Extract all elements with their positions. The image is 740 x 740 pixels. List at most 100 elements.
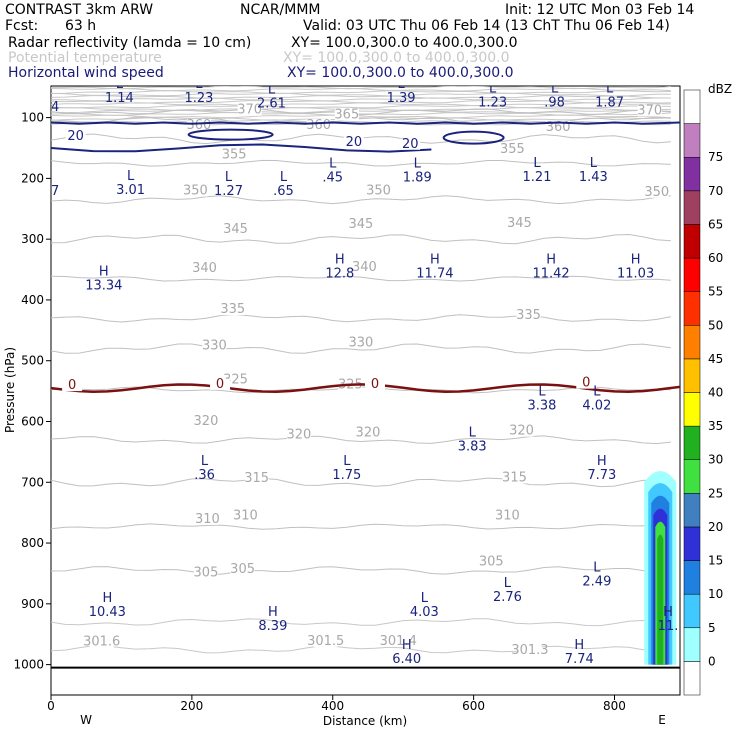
colorbar-swatch (683, 325, 701, 360)
theta-contour-label: 315 (502, 470, 527, 485)
theta-contour-label: 330 (202, 339, 227, 354)
theta-contour-line (51, 645, 671, 654)
reflectivity-shading (644, 471, 677, 665)
colorbar-level-label: 10 (708, 587, 723, 601)
stratosphere-contour-line (51, 87, 671, 92)
extremum-mark: H (663, 605, 673, 620)
extremum-value: 4.03 (410, 605, 439, 620)
colorbar-swatch (683, 156, 701, 192)
theta-label-mask (355, 426, 380, 439)
x-tick-label: 0 (47, 699, 55, 713)
extremum-value: .65 (273, 184, 294, 199)
extremum-value: 27 (43, 184, 60, 199)
west-label: W (80, 713, 92, 727)
extremum-mark: L (421, 591, 429, 606)
theta-contour-label: 335 (516, 308, 541, 323)
extremum-value: 1.27 (214, 184, 243, 199)
valid-time: Valid: 03 UTC Thu 06 Feb 14 (13 ChT Thu … (303, 18, 670, 34)
theta-contour-label: 330 (349, 336, 374, 351)
theta-contour-label: 370 (637, 103, 662, 118)
colorbar-swatch (683, 459, 701, 494)
theta-label-mask (192, 261, 217, 274)
colorbar-swatch (683, 526, 701, 561)
extremum-value: .36 (194, 468, 215, 483)
extremum-mark: L (116, 77, 124, 92)
extremum-value: 8.39 (258, 619, 287, 634)
theta-label-mask (500, 143, 525, 156)
y-tick-label: 1000 (13, 658, 44, 672)
wind-contour-label: 0 (371, 377, 379, 392)
theta-contour-line (51, 313, 671, 323)
theta-contour-line (51, 618, 671, 627)
stratosphere-contour-line (51, 90, 671, 95)
extremum-value: 2.49 (582, 575, 611, 590)
extremum-mark: H (430, 252, 440, 267)
theta-label-mask (193, 414, 218, 427)
theta-contour-label: 310 (495, 509, 520, 524)
init-time: Init: 12 UTC Mon 03 Feb 14 (505, 2, 694, 18)
theta-label-mask (183, 184, 208, 197)
center-title: NCAR/MMM (240, 2, 321, 18)
theta-label-mask (222, 148, 247, 161)
theta-contour-line (51, 523, 671, 530)
theta-label-mask (334, 108, 359, 121)
theta-contour-label: 360 (306, 118, 331, 133)
y-tick-label: 600 (21, 414, 44, 428)
colorbar-level-label: 20 (708, 520, 723, 534)
x-tick-label: 200 (180, 699, 203, 713)
model-title: CONTRAST 3km ARW (5, 2, 153, 18)
x-axis: 0 200 400 600 800 (47, 695, 626, 713)
theta-contour-line (51, 435, 671, 445)
colorbar-level-label: 25 (708, 486, 723, 500)
y-tick-label: 500 (21, 354, 44, 368)
colorbar-swatch (683, 190, 701, 225)
colorbar-level-label: 40 (708, 386, 723, 400)
colorbar-swatch (683, 425, 701, 460)
extremum-mark: L (343, 454, 351, 469)
theta-label-mask (637, 104, 662, 117)
theta-label-mask (220, 303, 245, 316)
extremum-mark: H (597, 454, 607, 469)
y-tick-label: 800 (21, 536, 44, 550)
theta-contour-label: 360 (187, 118, 212, 133)
y-tick-label: 400 (21, 293, 44, 307)
extremum-mark: H (99, 265, 109, 280)
theta-label-mask (386, 634, 411, 647)
wind-contour-label: 0 (582, 376, 590, 391)
extremum-mark: L (329, 156, 337, 171)
colorbar-title: dBZ (708, 82, 732, 96)
theta-label-mask (195, 512, 220, 525)
colorbar-swatch (683, 560, 701, 595)
extremum-value: 1.89 (403, 170, 432, 185)
theta-label-mask (495, 509, 520, 522)
extremum-mark: L (414, 156, 422, 171)
wind-label-mask (65, 130, 86, 142)
extremum-value: 3.01 (116, 183, 145, 198)
colorbar-level-label: 75 (708, 150, 723, 164)
theta-contour-line (51, 159, 671, 167)
extremum-mark: H (546, 252, 556, 267)
wind-speed-contours: 20 20 20 0 0 0 0 (51, 121, 680, 393)
field-1-xy: XY= 100.0,300.0 to 400.0,300.0 (291, 35, 518, 51)
colorbar-level-label: 50 (708, 318, 723, 332)
wind-contour-line (187, 128, 274, 141)
extremum-value: 13.34 (85, 279, 122, 294)
theta-label-mask (516, 309, 541, 322)
extremum-mark: H (402, 638, 412, 653)
extremum-mark: L (593, 561, 601, 576)
stratosphere-contour-line (51, 107, 671, 112)
extremum-value: 11. (658, 619, 679, 634)
theta-contour-line (51, 233, 671, 245)
colorbar-level-label: 0 (708, 654, 716, 668)
x-tick-label: 800 (603, 699, 626, 713)
theta-contour-label: 345 (507, 216, 532, 231)
field-3-xy: XY= 100.0,300.0 to 400.0,300.0 (287, 65, 514, 81)
theta-label-mask (348, 336, 373, 349)
wind-contour-line (442, 130, 505, 145)
x-tick-label: 400 (321, 699, 344, 713)
theta-label-mask (193, 566, 218, 579)
theta-contour-line (51, 477, 671, 488)
y-tick-label: 700 (21, 475, 44, 489)
theta-contour-label: 345 (223, 222, 248, 237)
theta-contour-label: 301.6 (83, 635, 120, 650)
